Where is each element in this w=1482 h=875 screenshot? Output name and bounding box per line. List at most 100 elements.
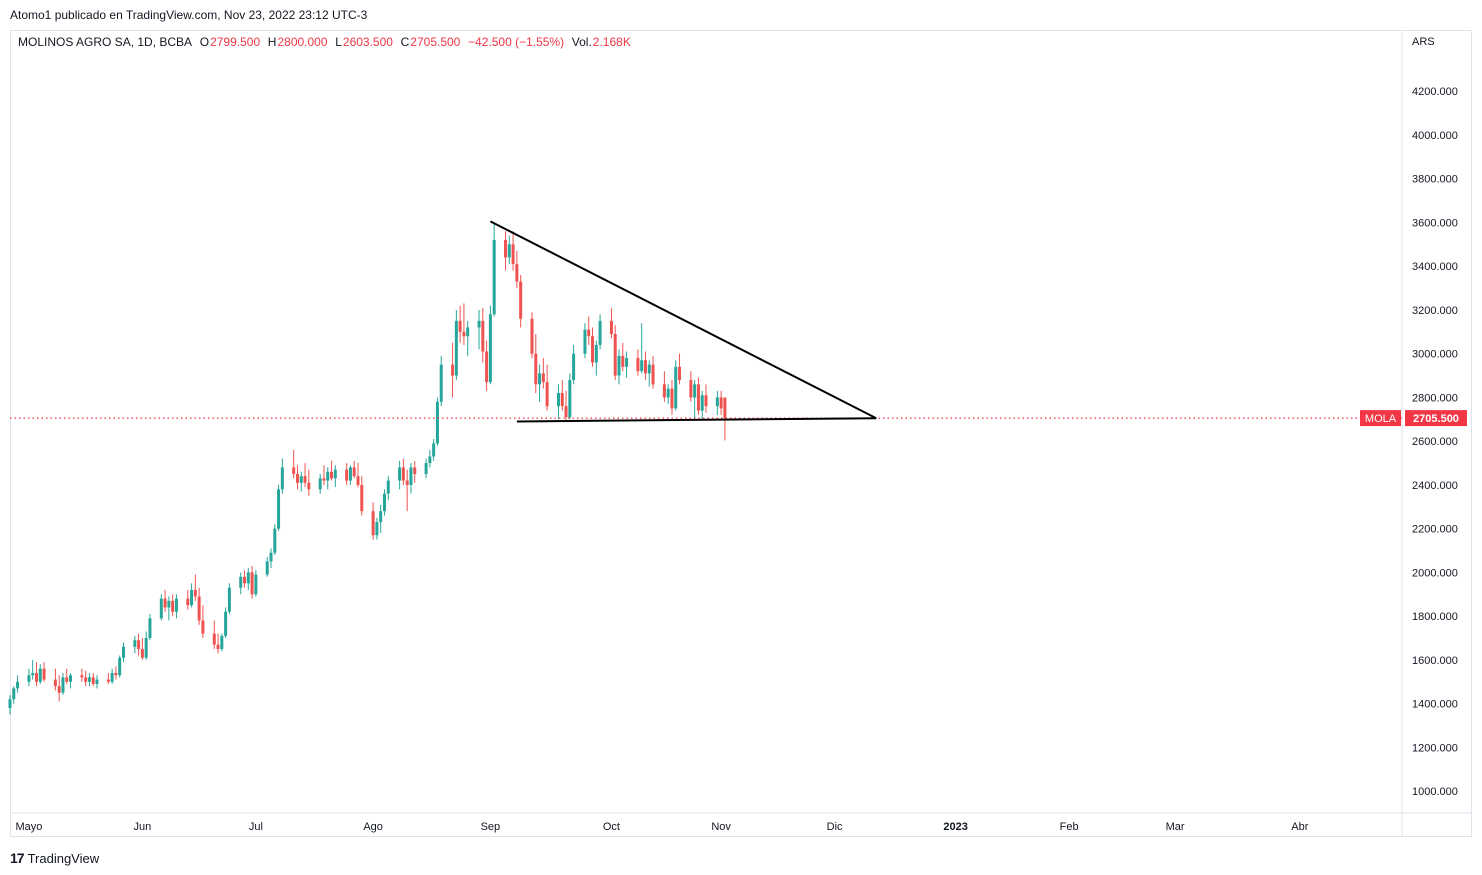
candle-body (715, 397, 719, 407)
candle-body (133, 640, 137, 647)
legend-change: −42.500 (−1.55%) (468, 35, 565, 49)
y-tick-label: 4200.000 (1412, 86, 1458, 98)
legend-symbol: MOLINOS AGRO SA, 1D, BCBA (18, 35, 193, 49)
legend-open-label: O (199, 35, 210, 49)
candle-body (723, 397, 727, 419)
y-tick-label: 3200.000 (1412, 305, 1458, 317)
y-tick-label: 3000.000 (1412, 349, 1458, 361)
candle-body (356, 476, 360, 485)
trendline[interactable] (489, 220, 877, 420)
candle-body (719, 397, 723, 409)
candle-body (435, 401, 439, 444)
candle-body (148, 618, 152, 639)
candle-body (492, 239, 496, 315)
legend-low-label: L (335, 35, 342, 49)
candle-body (250, 572, 254, 595)
candle-body (34, 673, 38, 682)
candle-body (254, 574, 258, 595)
y-tick-label: 3600.000 (1412, 217, 1458, 229)
ticker-label-box (1360, 410, 1401, 427)
candle-body (53, 679, 57, 687)
candle-body (91, 677, 95, 684)
candle-body (193, 589, 197, 597)
chart-frame (10, 30, 1472, 837)
candle-body (477, 320, 481, 328)
legend-volume-label: Vol. (571, 35, 592, 49)
candle-body (621, 355, 625, 367)
candle-body (137, 640, 141, 649)
y-tick-label: 2400.000 (1412, 480, 1458, 492)
candles (8, 222, 727, 715)
publish-header: Atomo1 publicado en TradingView.com, Nov… (10, 8, 368, 22)
candle-body (345, 469, 349, 481)
candle-body (534, 353, 538, 385)
candle-body (322, 478, 326, 481)
x-tick-label: Mar (1166, 821, 1185, 833)
candle-body (273, 528, 277, 553)
y-tick-label: 2600.000 (1412, 436, 1458, 448)
candle-body (666, 388, 670, 398)
x-axis: Mayo Jun Jul Ago Sep Oct Nov Dic 2023 Feb Mar Abr (15, 821, 1308, 833)
candle-body (545, 382, 549, 407)
y-tick-label: 2800.000 (1412, 392, 1458, 404)
candle-body (269, 552, 273, 562)
candle-body (110, 673, 114, 682)
last-price-badge (1405, 410, 1467, 427)
candle-body (80, 675, 84, 678)
candle-body (511, 244, 515, 265)
candle-body (636, 358, 640, 372)
candle-body (458, 320, 462, 332)
candle-body (693, 384, 697, 398)
tradingview-mark-icon: 17 (10, 850, 25, 866)
candle-body (700, 395, 704, 411)
candle-body (647, 364, 651, 374)
candle-body (583, 329, 587, 354)
candle-body (564, 406, 568, 418)
candle-body (662, 384, 666, 398)
candle-body (704, 395, 708, 407)
candle-body (12, 688, 16, 700)
candle-body (371, 511, 375, 536)
candle-body (303, 476, 307, 483)
candle-body (432, 443, 436, 457)
candle-body (163, 598, 167, 608)
candle-body (594, 344, 598, 363)
candle-body (454, 320, 458, 376)
candle-body (428, 456, 432, 464)
candle-body (333, 469, 337, 479)
candle-body (27, 675, 31, 682)
candle-body (678, 366, 682, 380)
y-tick-label: 3400.000 (1412, 261, 1458, 273)
y-tick-label: 3800.000 (1412, 174, 1458, 186)
candle-body (386, 480, 390, 494)
candle-body (348, 467, 352, 481)
candle-body (515, 264, 519, 282)
candle-body (572, 353, 576, 380)
candle-body (212, 633, 216, 645)
trendline[interactable] (516, 417, 877, 423)
candle-body (670, 388, 674, 409)
candle-body (541, 373, 545, 383)
candle-body (326, 471, 330, 481)
candle-body (239, 576, 243, 588)
candle-body (31, 673, 35, 676)
candle-body (174, 598, 178, 612)
legend-close: 2705.500 (410, 35, 461, 49)
tradingview-logo[interactable]: 17 TradingView (10, 850, 99, 866)
y-tick-label: 4000.000 (1412, 130, 1458, 142)
legend-volume: 2.168K (592, 35, 631, 49)
candle-body (398, 467, 402, 481)
candle-body (65, 677, 69, 682)
x-tick-label: Oct (603, 821, 620, 833)
candle-body (265, 561, 269, 575)
candle-body (8, 699, 12, 709)
candle-body (69, 675, 73, 682)
candle-body (220, 635, 224, 649)
candle-body (114, 673, 118, 676)
candle-body (61, 677, 65, 693)
x-tick-label: Jun (134, 821, 152, 833)
candle-body (95, 679, 99, 684)
x-tick-label: 2023 (943, 821, 967, 833)
candle-body (591, 336, 595, 363)
